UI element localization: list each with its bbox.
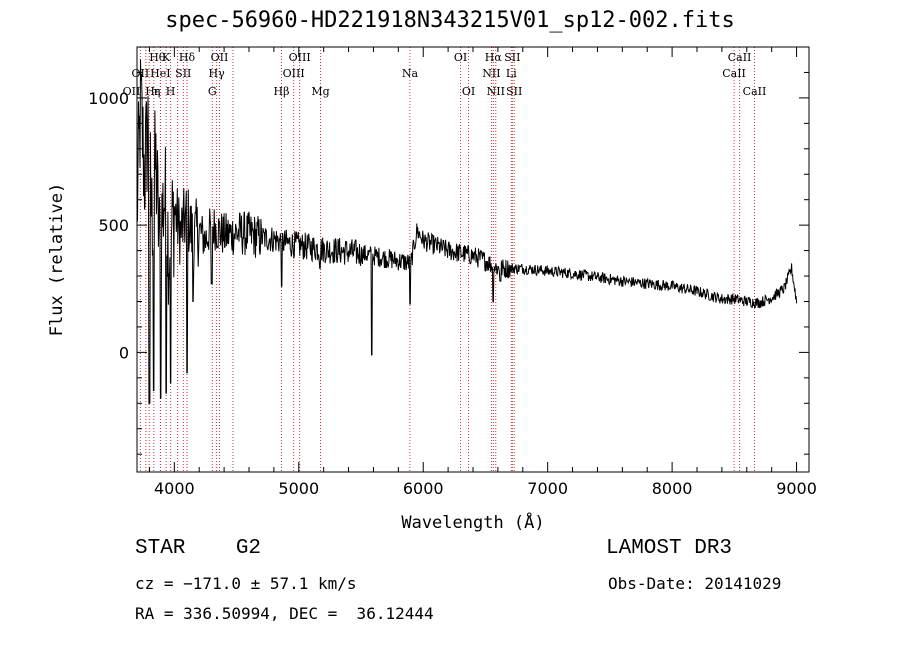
line-label: SII	[506, 85, 522, 98]
x-tick-label: 7000	[527, 479, 568, 498]
line-label: Hε	[145, 85, 161, 98]
line-label: CaII	[722, 67, 746, 80]
line-label: η	[154, 85, 161, 98]
line-label: H	[166, 85, 176, 98]
x-axis-ticks: 4000 5000 6000 7000 8000 9000	[148, 47, 817, 498]
line-label: Hβ	[274, 85, 290, 98]
y-axis-label: Flux (relative)	[47, 183, 67, 337]
line-label: NII	[482, 67, 500, 80]
plot-frame	[136, 46, 810, 473]
y-tick-label: 0	[119, 343, 129, 362]
chart-title: spec-56960-HD221918N343215V01_sp12-002.f…	[165, 8, 735, 33]
redshift-value: cz = −171.0 ± 57.1 km/s	[135, 574, 357, 593]
line-label: Li	[506, 67, 517, 80]
line-label: OIII	[289, 51, 311, 64]
spectral-line-markers	[139, 47, 755, 472]
line-label: OII	[123, 85, 141, 98]
observation-date: Obs-Date: 20141029	[608, 574, 782, 593]
x-tick-label: 6000	[403, 479, 444, 498]
line-label: OII	[211, 51, 229, 64]
line-label: Hδ	[179, 51, 196, 64]
line-label: G	[208, 85, 217, 98]
line-label: Mg	[311, 85, 329, 98]
coordinates: RA = 336.50994, DEC = 36.12444	[135, 604, 434, 623]
spectrum-line	[136, 59, 798, 404]
line-label: OI	[462, 85, 475, 98]
line-label: NII	[487, 85, 505, 98]
line-label: Na	[402, 67, 419, 80]
x-axis-label: Wavelength (Å)	[401, 511, 544, 533]
line-label: OI	[454, 51, 467, 64]
x-tick-label: 9000	[776, 479, 817, 498]
x-tick-label: 8000	[652, 479, 693, 498]
line-label: CaII	[728, 51, 752, 64]
line-label: Hγ	[209, 67, 226, 80]
line-label: Hα	[485, 51, 503, 64]
survey-name: LAMOST DR3	[606, 537, 733, 560]
object-class: STAR G2	[135, 537, 262, 560]
x-tick-label: 5000	[278, 479, 319, 498]
y-tick-label: 1000	[88, 89, 129, 108]
y-axis-ticks: 0 500 1000	[88, 71, 809, 455]
line-label: SII	[175, 67, 191, 80]
x-tick-label: 4000	[154, 479, 195, 498]
y-tick-label: 500	[98, 216, 129, 235]
line-label: OIII	[283, 67, 305, 80]
line-label: K	[162, 51, 171, 64]
line-label: Hθ	[149, 51, 166, 64]
line-label: CaII	[743, 85, 767, 98]
line-label: HeI	[150, 67, 170, 80]
line-label: SII	[504, 51, 520, 64]
